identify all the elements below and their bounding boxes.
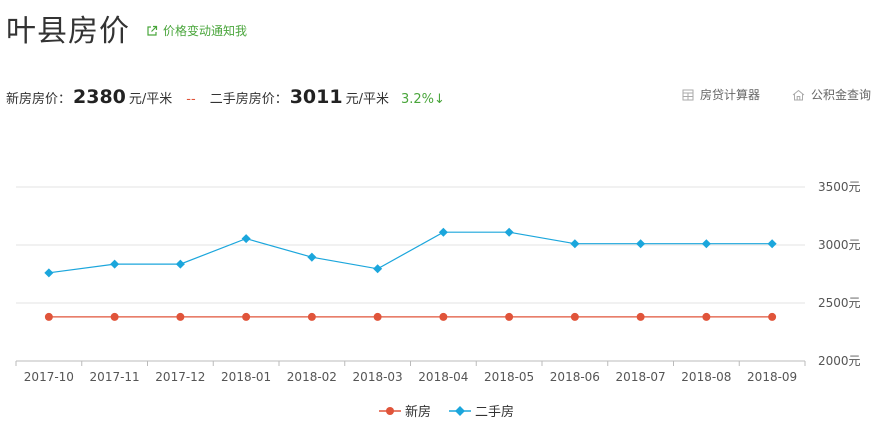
legend-item-second[interactable]: 二手房 (449, 401, 514, 420)
x-tick-label: 2017-10 (24, 370, 74, 384)
page-title: 叶县房价 (6, 14, 130, 49)
x-tick-label: 2018-02 (287, 370, 337, 384)
price-summary: 新房房价： 2380 元/平米 -- 二手房房价： 3011 元/平米 3.2%… (6, 86, 445, 108)
mortgage-calculator-link[interactable]: 房贷计算器 (682, 86, 760, 103)
legend-label-new: 新房 (404, 405, 431, 420)
data-point-second[interactable] (241, 234, 251, 244)
x-tick-label: 2018-09 (747, 370, 797, 384)
data-point-new[interactable] (439, 312, 448, 321)
second-price-label: 二手房房价： (209, 92, 288, 107)
data-point-new[interactable] (110, 312, 119, 321)
x-axis: 2017-10 2017-11 2017-12 2018-01 2018-02 2018-… (15, 361, 806, 384)
data-point-second[interactable] (701, 239, 711, 249)
data-point-new[interactable] (307, 312, 316, 321)
house-icon (792, 89, 805, 100)
y-tick-label: 2500元 (818, 296, 861, 310)
x-tick-label: 2018-05 (484, 370, 534, 384)
data-point-second[interactable] (570, 239, 580, 249)
x-tick-label: 2018-07 (616, 370, 666, 384)
data-point-new[interactable] (242, 312, 251, 321)
data-point-new[interactable] (702, 312, 711, 321)
data-point-second[interactable] (44, 268, 54, 278)
data-point-new[interactable] (505, 312, 514, 321)
data-point-new[interactable] (373, 312, 382, 321)
new-price-value: 2380 (73, 86, 126, 108)
x-tick-label: 2018-03 (353, 370, 403, 384)
calculator-icon (682, 89, 694, 100)
data-point-second[interactable] (636, 239, 646, 249)
data-point-new[interactable] (44, 312, 53, 321)
chart-grid (16, 186, 805, 362)
chart-legend: 新房 二手房 (0, 401, 893, 420)
x-tick-label: 2017-12 (155, 370, 205, 384)
second-price-unit: 元/平米 (345, 92, 389, 107)
housing-fund-query-label: 公积金查询 (811, 88, 872, 102)
x-tick-label: 2018-06 (550, 370, 600, 384)
legend-label-second: 二手房 (475, 405, 515, 420)
series-points (44, 227, 777, 321)
second-price-value: 3011 (289, 86, 343, 108)
data-point-second[interactable] (767, 239, 777, 249)
data-point-new[interactable] (768, 312, 777, 321)
y-tick-label: 3500元 (818, 180, 861, 194)
x-tick-label: 2018-08 (681, 370, 731, 384)
data-point-second[interactable] (110, 259, 120, 269)
x-tick-label: 2017-11 (90, 370, 140, 384)
legend-item-new[interactable]: 新房 (378, 401, 431, 420)
y-tick-label: 3000元 (818, 238, 861, 252)
data-point-second[interactable] (307, 252, 317, 262)
y-axis-ticks: 2000元 2500元 3000元 3500元 (818, 180, 861, 368)
price-alert-link[interactable]: 价格变动通知我 (146, 22, 247, 39)
x-tick-label: 2018-01 (221, 370, 271, 384)
data-point-second[interactable] (373, 264, 383, 274)
data-point-new[interactable] (570, 312, 579, 321)
mortgage-calculator-label: 房贷计算器 (700, 88, 761, 102)
legend-marker-second (449, 405, 471, 416)
data-point-new[interactable] (176, 312, 185, 321)
data-point-second[interactable] (438, 227, 448, 237)
series-line-second (48, 231, 773, 274)
legend-marker-new (378, 406, 401, 415)
data-point-second[interactable] (504, 227, 514, 237)
price-change: 3.2%↓ (400, 92, 445, 107)
price-alert-label: 价格变动通知我 (163, 24, 248, 38)
data-point-second[interactable] (175, 259, 185, 269)
new-price-label: 新房房价： (6, 92, 72, 107)
series-lines (48, 231, 773, 318)
y-tick-label: 2000元 (818, 354, 861, 368)
data-point-new[interactable] (636, 312, 645, 321)
price-separator: -- (186, 92, 196, 107)
x-tick-label: 2018-04 (418, 370, 468, 384)
housing-fund-query-link[interactable]: 公积金查询 (792, 86, 871, 103)
new-price-unit: 元/平米 (128, 92, 173, 107)
external-link-icon (147, 25, 158, 36)
